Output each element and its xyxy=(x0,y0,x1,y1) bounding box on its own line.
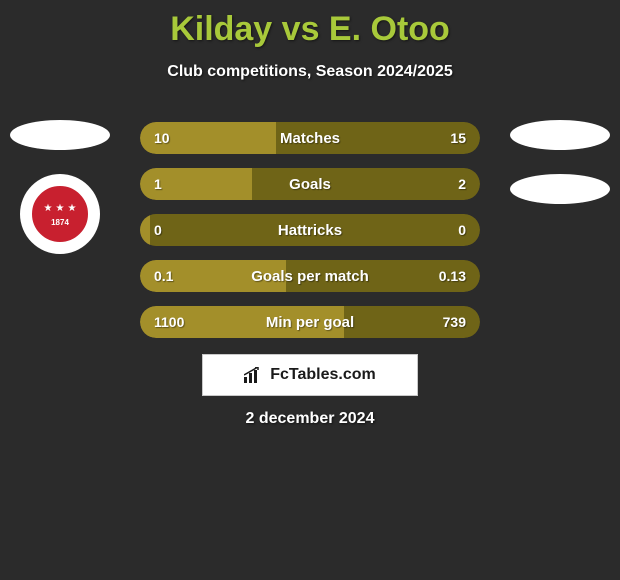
stat-bar-row: Min per goal1100739 xyxy=(140,306,480,338)
stat-bar-row: Matches1015 xyxy=(140,122,480,154)
left-badges: ★ ★ ★ 1874 xyxy=(10,120,110,254)
right-badges xyxy=(510,120,610,204)
stat-bar-row: Goals12 xyxy=(140,168,480,200)
club-stars: ★ ★ ★ xyxy=(44,203,77,214)
star-icon: ★ xyxy=(44,203,53,214)
brand-logo-box[interactable]: FcTables.com xyxy=(202,354,418,396)
club-badge-inner: ★ ★ ★ 1874 xyxy=(29,183,91,245)
stat-bar-left xyxy=(140,260,286,292)
bar-chart-icon xyxy=(244,367,264,383)
stat-bars: Matches1015 Goals12 Hattricks00 Goals per m… xyxy=(140,122,480,338)
subtitle: Club competitions, Season 2024/2025 xyxy=(0,63,620,81)
date-label: 2 december 2024 xyxy=(0,410,620,428)
stat-bar-right xyxy=(344,306,480,338)
stat-bar-left xyxy=(140,214,150,246)
stat-bar-row: Goals per match0.10.13 xyxy=(140,260,480,292)
page-title: Kilday vs E. Otoo xyxy=(0,0,620,49)
brand-name: FcTables.com xyxy=(270,366,376,384)
player-left-placeholder xyxy=(10,120,110,150)
club-badge-left: ★ ★ ★ 1874 xyxy=(20,174,100,254)
stat-bar-left xyxy=(140,122,276,154)
star-icon: ★ xyxy=(56,203,65,214)
club-year: 1874 xyxy=(51,218,69,227)
star-icon: ★ xyxy=(67,203,76,214)
stat-bar-right xyxy=(252,168,480,200)
stat-bar-left xyxy=(140,168,252,200)
player-right-placeholder xyxy=(510,120,610,150)
stat-bar-row: Hattricks00 xyxy=(140,214,480,246)
stat-bar-right xyxy=(286,260,480,292)
stat-bar-left xyxy=(140,306,344,338)
stat-bar-right xyxy=(150,214,480,246)
club-right-placeholder xyxy=(510,174,610,204)
stat-bar-right xyxy=(276,122,480,154)
